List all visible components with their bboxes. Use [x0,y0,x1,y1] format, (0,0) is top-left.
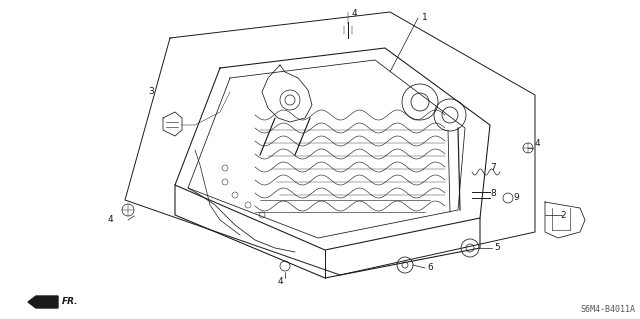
Text: 4: 4 [535,138,541,147]
Polygon shape [28,296,58,308]
Text: FR.: FR. [62,298,79,307]
Text: 4: 4 [352,10,358,19]
Text: 4: 4 [108,216,114,225]
Text: 7: 7 [490,164,496,173]
Text: 5: 5 [494,243,500,253]
Text: 2: 2 [560,211,566,219]
Text: 9: 9 [513,194,519,203]
Text: 4: 4 [278,278,284,286]
Text: 8: 8 [490,189,496,198]
Text: 6: 6 [427,263,433,272]
Text: 3: 3 [148,87,154,97]
Text: 1: 1 [422,13,428,23]
Text: S6M4-B4011A: S6M4-B4011A [580,305,635,314]
